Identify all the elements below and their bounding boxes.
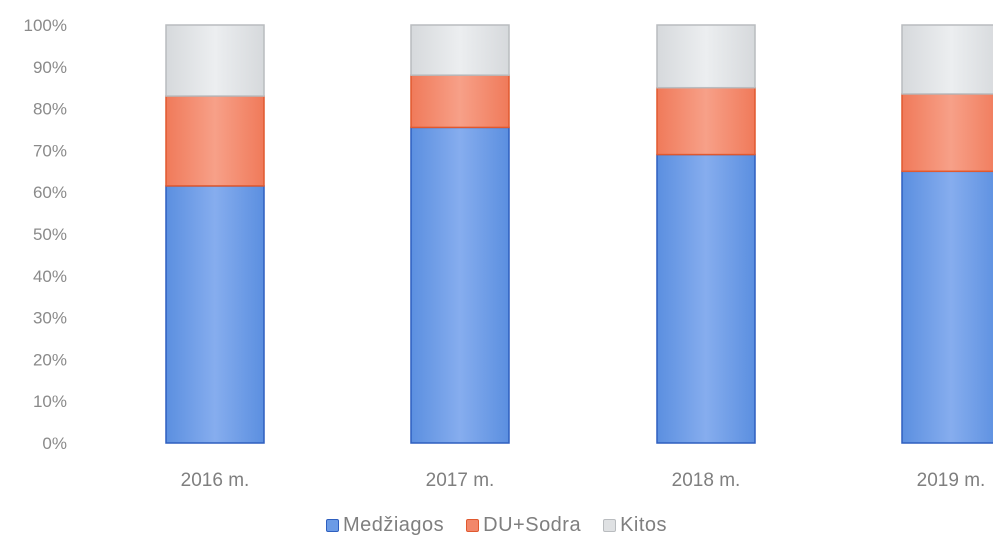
bars: [165, 24, 993, 444]
legend-label: Kitos: [620, 514, 668, 536]
y-axis: 0% 10% 20% 30% 40% 50% 60% 70% 80% 90% 100%: [24, 16, 67, 453]
stacked-bar-chart: 0% 10% 20% 30% 40% 50% 60% 70% 80% 90% 100% 2016 m…: [24, 16, 993, 491]
y-tick-label: 30%: [33, 309, 67, 328]
y-tick-label: 90%: [33, 58, 67, 77]
bar-segment-kitos-1: [410, 24, 510, 76]
y-tick-label: 70%: [33, 141, 67, 160]
x-axis: 2016 m. 2017 m. 2018 m. 2019 m.: [181, 470, 986, 491]
bar-segment-du-sodra-0: [165, 95, 265, 187]
legend: Medžiagos DU+Sodra Kitos: [0, 514, 993, 537]
bar-segment-du-sodra-2: [656, 86, 756, 156]
legend-label: Medžiagos: [342, 514, 445, 536]
y-tick-label: 60%: [33, 183, 67, 202]
y-tick-label: 50%: [33, 225, 67, 244]
legend-swatch: [325, 519, 339, 532]
bar-segment-med-iagos-1: [410, 126, 510, 444]
bar-segment-kitos-2: [656, 24, 756, 89]
y-tick-label: 0%: [42, 434, 67, 453]
legend-item: DU+Sodra: [466, 514, 581, 537]
y-tick-label: 80%: [33, 100, 67, 119]
legend-item: Kitos: [603, 514, 667, 537]
bar-segment-med-iagos-2: [656, 153, 756, 444]
x-tick-label: 2018 m.: [672, 470, 741, 491]
x-tick-label: 2017 m.: [426, 470, 495, 491]
y-tick-label: 100%: [24, 16, 67, 35]
legend-swatch: [466, 519, 480, 532]
x-tick-label: 2016 m.: [181, 470, 250, 491]
legend-swatch: [603, 519, 617, 532]
bar-segment-kitos-3: [901, 24, 993, 95]
bar-segment-kitos-0: [165, 24, 265, 97]
y-tick-label: 40%: [33, 267, 67, 286]
bar-segment-du-sodra-1: [410, 74, 510, 129]
bar-segment-med-iagos-3: [901, 170, 993, 444]
bar-segment-du-sodra-3: [901, 93, 993, 173]
y-tick-label: 10%: [33, 392, 67, 411]
legend-item: Medžiagos: [325, 514, 445, 537]
legend-label: DU+Sodra: [483, 514, 582, 536]
x-tick-label: 2019 m.: [917, 470, 986, 491]
bar-segment-med-iagos-0: [165, 185, 265, 444]
y-tick-label: 20%: [33, 350, 67, 369]
